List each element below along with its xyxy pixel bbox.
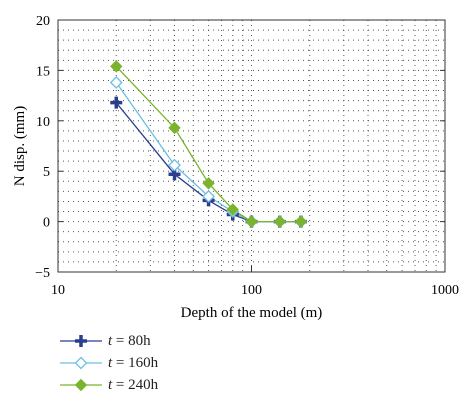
data-point-series-2 [109,76,123,89]
legend-label: t = 240h [108,376,159,393]
data-point-series-3 [202,177,215,190]
y-tick-label: 0 [43,216,50,231]
y-tick-label: 10 [36,115,50,130]
legend-item-80h: t = 80h [58,330,158,352]
data-point-series-2 [168,158,181,172]
data-point-series-3 [226,203,239,216]
legend-swatch [60,378,102,392]
y-tick-label: 5 [43,165,50,180]
legend-swatch [60,356,102,370]
legend-label: t = 80h [108,332,151,349]
legend-item-240h: t = 240h [58,374,158,396]
series-markers [109,60,308,229]
y-tick-label: 20 [36,14,50,29]
legend: t = 80h t = 160h t = 240h [58,330,158,396]
x-tick-label: 100 [241,283,262,298]
legend-swatch [60,335,102,347]
x-tick-label: 1000 [431,283,459,298]
chart: −5 0 5 10 15 20 10 100 1000 Depth of the model (… [12,14,459,321]
x-tick-label: 10 [51,283,65,298]
legend-marker [74,356,88,370]
y-tick-label: −5 [35,266,50,281]
data-point-series-3 [294,215,308,228]
y-tick-label: 15 [36,64,50,79]
y-axis-label: N disp. (mm) [12,106,28,186]
legend-item-160h: t = 160h [58,352,158,374]
legend-label: t = 160h [108,354,159,371]
grid [58,20,445,272]
legend-marker [74,378,88,392]
legend-marker [75,335,87,347]
axis-ticks: −5 0 5 10 15 20 10 100 1000 [35,14,459,298]
data-point-series-3 [168,121,181,135]
data-point-series-3 [273,215,286,228]
x-axis-label: Depth of the model (m) [181,305,323,321]
data-point-series-3 [245,215,258,228]
data-point-series-3 [110,60,123,73]
data-point-series-1 [110,96,123,109]
data-point-series-2 [202,189,215,203]
